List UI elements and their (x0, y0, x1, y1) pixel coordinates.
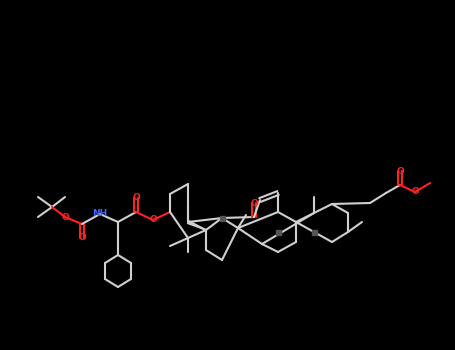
Text: O: O (61, 212, 69, 222)
Polygon shape (187, 220, 206, 230)
Text: NH: NH (92, 210, 108, 218)
Text: O: O (411, 188, 419, 196)
Bar (219, 216, 224, 220)
Text: O: O (250, 198, 258, 208)
Bar (312, 230, 317, 235)
Text: O: O (149, 216, 157, 224)
Bar (275, 230, 280, 235)
Text: O: O (396, 167, 404, 175)
Text: O: O (78, 233, 86, 243)
Text: O: O (132, 194, 140, 203)
